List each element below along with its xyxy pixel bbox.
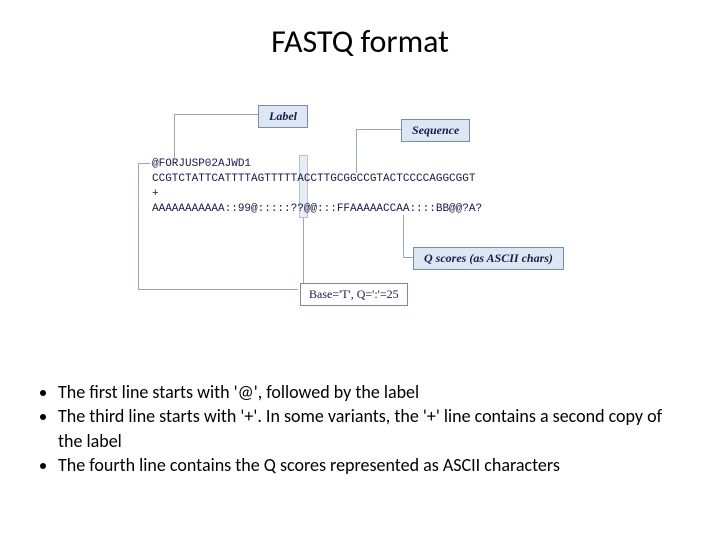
conn-label-d bbox=[174, 114, 246, 115]
conn-left-v bbox=[138, 163, 139, 289]
conn-q-h bbox=[403, 257, 413, 258]
conn-label-down bbox=[174, 114, 175, 158]
conn-label-v bbox=[246, 114, 258, 115]
bullet-item: The first line starts with '@', followed… bbox=[58, 380, 690, 404]
callout-label: Label bbox=[258, 105, 308, 128]
bullet-item: The third line starts with '+'. In some … bbox=[58, 404, 690, 453]
fastq-line-3: + bbox=[152, 188, 159, 200]
bullet-list: The first line starts with '@', followed… bbox=[40, 380, 690, 477]
conn-base-v bbox=[303, 218, 304, 283]
fastq-line-4: AAAAAAAAAAA::99@:::::??@@:::FFAAAAACCAA:… bbox=[152, 203, 482, 215]
fastq-line-2: CCGTCTATTCATTTTAGTTTTTACCTTGCGGCCGTACTCC… bbox=[152, 173, 475, 185]
callout-base: Base='T', Q=':'=25 bbox=[300, 283, 408, 306]
conn-seq-d bbox=[356, 129, 395, 130]
callout-sequence: Sequence bbox=[401, 119, 470, 142]
conn-left-bottom bbox=[138, 289, 298, 290]
page-title: FASTQ format bbox=[0, 0, 720, 61]
conn-seq-h bbox=[395, 129, 401, 130]
conn-q-up bbox=[403, 215, 404, 257]
conn-seq-down bbox=[356, 129, 357, 173]
callout-qscores: Q scores (as ASCII chars) bbox=[413, 247, 564, 270]
fastq-diagram: Label Sequence Q scores (as ASCII chars)… bbox=[0, 91, 720, 351]
conn-left-top bbox=[138, 163, 150, 164]
fastq-line-1: @FORJUSP02AJWD1 bbox=[152, 158, 251, 170]
bullet-item: The fourth line contains the Q scores re… bbox=[58, 453, 690, 477]
